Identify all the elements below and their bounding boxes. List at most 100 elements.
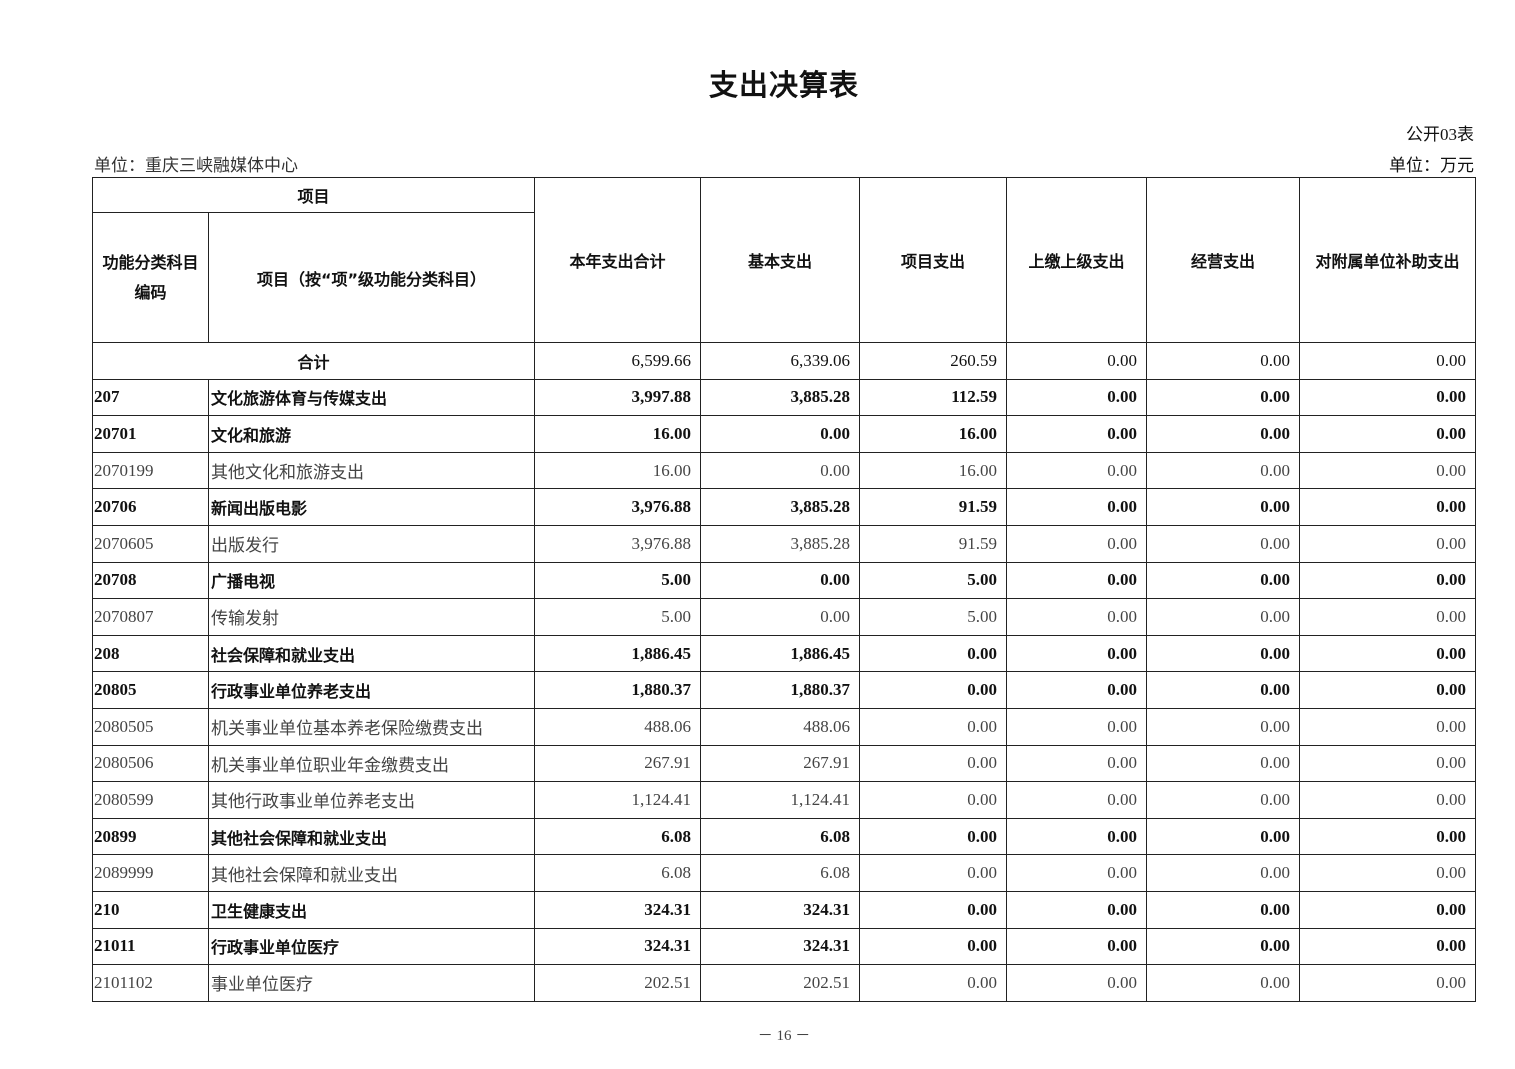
row-value: 6.08 xyxy=(534,854,702,892)
row-code: 21011 xyxy=(92,927,209,966)
row-value: 1,886.45 xyxy=(534,634,702,673)
total-value: 6,339.06 xyxy=(700,342,861,380)
row-value: 0.00 xyxy=(1006,378,1148,417)
row-value: 0.00 xyxy=(1006,854,1148,892)
row-value: 112.59 xyxy=(859,378,1008,417)
page-title: 支出决算表 xyxy=(708,70,859,102)
header-basic: 基本支出 xyxy=(700,177,861,343)
table-row: 2070605 出版发行 3,976.88 3,885.28 91.59 0.00 0.00… xyxy=(92,524,1477,563)
row-value: 0.00 xyxy=(859,744,1008,783)
table-row: 20805 行政事业单位养老支出 1,880.37 1,880.37 0.00 0.00 0… xyxy=(92,671,1477,709)
row-value: 6.08 xyxy=(700,854,861,892)
row-code: 208 xyxy=(92,634,209,673)
row-value: 0.00 xyxy=(859,817,1008,856)
row-value: 0.00 xyxy=(1146,890,1301,929)
row-value: 0.00 xyxy=(1006,524,1148,563)
row-value: 3,885.28 xyxy=(700,488,861,526)
page-number: － 16 － xyxy=(757,1028,811,1044)
row-value: 0.00 xyxy=(859,854,1008,892)
row-value: 0.00 xyxy=(1006,561,1148,600)
row-value: 0.00 xyxy=(1299,781,1477,819)
row-value: 267.91 xyxy=(700,744,861,783)
row-value: 0.00 xyxy=(859,927,1008,966)
row-value: 0.00 xyxy=(1146,378,1301,417)
row-value: 324.31 xyxy=(534,927,702,966)
row-value: 0.00 xyxy=(1006,488,1148,526)
form-number: 公开03表 xyxy=(1406,125,1474,144)
table-row: 20899 其他社会保障和就业支出 6.08 6.08 0.00 0.00 0.00 0.00 xyxy=(92,817,1477,856)
table-row: 20708 广播电视 5.00 0.00 5.00 0.00 0.00 0.00 xyxy=(92,561,1477,600)
total-value: 6,599.66 xyxy=(534,342,702,380)
row-code: 2080506 xyxy=(92,744,209,783)
row-value: 1,880.37 xyxy=(700,671,861,709)
row-value: 0.00 xyxy=(859,707,1008,746)
row-value: 16.00 xyxy=(859,451,1008,490)
row-value: 0.00 xyxy=(700,598,861,636)
row-value: 0.00 xyxy=(1146,744,1301,783)
row-name: 出版发行 xyxy=(207,524,536,563)
header-business: 经营支出 xyxy=(1146,177,1301,343)
row-value: 0.00 xyxy=(1299,415,1477,453)
row-name: 其他行政事业单位养老支出 xyxy=(207,781,536,819)
table-row: 208 社会保障和就业支出 1,886.45 1,886.45 0.00 0.00 0.00… xyxy=(92,634,1477,673)
row-value: 6.08 xyxy=(700,817,861,856)
header-upper: 上缴上级支出 xyxy=(1006,177,1148,343)
row-value: 0.00 xyxy=(1146,524,1301,563)
row-value: 0.00 xyxy=(1146,598,1301,636)
row-value: 324.31 xyxy=(700,927,861,966)
row-value: 1,886.45 xyxy=(700,634,861,673)
header-code: 功能分类科目编码 xyxy=(92,212,209,343)
table-row: 21011 行政事业单位医疗 324.31 324.31 0.00 0.00 0.00 0.0… xyxy=(92,927,1477,966)
row-value: 3,997.88 xyxy=(534,378,702,417)
total-value: 0.00 xyxy=(1146,342,1301,380)
table-row: 20701 文化和旅游 16.00 0.00 16.00 0.00 0.00 0.00 xyxy=(92,415,1477,453)
row-name: 机关事业单位基本养老保险缴费支出 xyxy=(207,707,536,746)
row-value: 0.00 xyxy=(1299,488,1477,526)
row-value: 0.00 xyxy=(1146,817,1301,856)
row-value: 5.00 xyxy=(534,598,702,636)
row-value: 0.00 xyxy=(1006,964,1148,1002)
row-value: 16.00 xyxy=(534,415,702,453)
row-value: 0.00 xyxy=(1006,415,1148,453)
row-value: 0.00 xyxy=(1006,707,1148,746)
row-value: 5.00 xyxy=(859,561,1008,600)
row-value: 0.00 xyxy=(859,890,1008,929)
row-code: 2080599 xyxy=(92,781,209,819)
row-code: 210 xyxy=(92,890,209,929)
table-row: 210 卫生健康支出 324.31 324.31 0.00 0.00 0.00 0.00 xyxy=(92,890,1477,929)
row-name: 传输发射 xyxy=(207,598,536,636)
row-value: 0.00 xyxy=(1146,451,1301,490)
table-row: 20706 新闻出版电影 3,976.88 3,885.28 91.59 0.00 0.00… xyxy=(92,488,1477,526)
row-value: 0.00 xyxy=(1006,744,1148,783)
row-value: 5.00 xyxy=(534,561,702,600)
row-value: 0.00 xyxy=(1299,671,1477,709)
row-value: 0.00 xyxy=(859,964,1008,1002)
row-value: 0.00 xyxy=(1006,927,1148,966)
row-value: 0.00 xyxy=(1006,781,1148,819)
total-value: 0.00 xyxy=(1299,342,1477,380)
row-value: 0.00 xyxy=(1299,561,1477,600)
row-value: 0.00 xyxy=(859,634,1008,673)
row-value: 1,124.41 xyxy=(534,781,702,819)
row-code: 2070807 xyxy=(92,598,209,636)
row-value: 324.31 xyxy=(534,890,702,929)
row-value: 0.00 xyxy=(700,415,861,453)
row-name: 行政事业单位养老支出 xyxy=(207,671,536,709)
row-value: 0.00 xyxy=(1299,707,1477,746)
table-row: 207 文化旅游体育与传媒支出 3,997.88 3,885.28 112.59 0.00… xyxy=(92,378,1477,417)
total-row: 合计 6,599.66 6,339.06 260.59 0.00 0.00 0.00 xyxy=(91,342,1477,380)
row-value: 0.00 xyxy=(1146,415,1301,453)
row-value: 0.00 xyxy=(1299,964,1477,1002)
row-value: 0.00 xyxy=(700,561,861,600)
row-value: 91.59 xyxy=(859,524,1008,563)
row-value: 0.00 xyxy=(859,671,1008,709)
row-name: 其他文化和旅游支出 xyxy=(207,451,536,490)
table-row: 2070807 传输发射 5.00 0.00 5.00 0.00 0.00 0.00 xyxy=(92,598,1477,636)
row-name: 其他社会保障和就业支出 xyxy=(207,817,536,856)
header-name: 项目（按“项”级功能分类科目） xyxy=(207,212,536,343)
row-value: 0.00 xyxy=(1299,890,1477,929)
row-value: 5.00 xyxy=(859,598,1008,636)
table-row: 2089999 其他社会保障和就业支出 6.08 6.08 0.00 0.00 0.00 0.… xyxy=(92,854,1477,892)
row-value: 0.00 xyxy=(1299,634,1477,673)
row-name: 社会保障和就业支出 xyxy=(207,634,536,673)
